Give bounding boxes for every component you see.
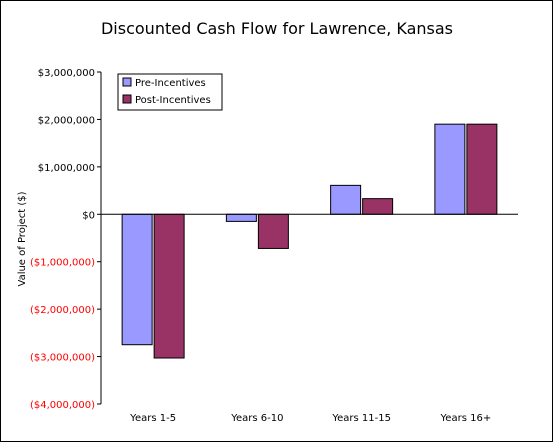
legend-box xyxy=(117,73,223,111)
bar-post-incentives xyxy=(466,123,498,215)
x-tick-label: Years 6-10 xyxy=(230,413,283,424)
y-tick-label: ($3,000,000) xyxy=(30,353,95,364)
chart-title: Discounted Cash Flow for Lawrence, Kansa… xyxy=(101,19,453,38)
x-tick-label: Years 16+ xyxy=(440,413,492,424)
legend-label: Post-Incentives xyxy=(135,95,211,106)
y-axis-label: Value of Project ($) xyxy=(17,191,28,286)
x-tick-label: Years 1-5 xyxy=(129,413,176,424)
x-tick-label: Years 11-15 xyxy=(331,413,391,424)
bar-post-incentives xyxy=(362,198,394,215)
bar-pre-incentives xyxy=(434,123,466,215)
y-tick-label: $0 xyxy=(82,210,95,221)
y-tick-label: $3,000,000 xyxy=(38,68,95,79)
legend-swatch xyxy=(122,77,132,87)
bar-pre-incentives xyxy=(121,213,153,346)
y-axis-ticks: $3,000,000 $2,000,000 $1,000,000 $0 ($1,000,… xyxy=(30,68,101,411)
bar-pre-incentives xyxy=(330,184,362,215)
legend-label: Pre-Incentives xyxy=(135,78,206,89)
y-tick-label: ($1,000,000) xyxy=(30,258,95,269)
bar-post-incentives xyxy=(257,213,289,249)
legend: Pre-Incentives Post-Incentives xyxy=(117,73,223,111)
bar-pre-incentives xyxy=(225,213,257,222)
legend-swatch xyxy=(122,94,132,104)
y-tick-label: ($2,000,000) xyxy=(30,305,95,316)
bar-post-incentives xyxy=(153,213,185,359)
y-tick-label: ($4,000,000) xyxy=(30,400,95,411)
y-tick-label: $2,000,000 xyxy=(38,115,95,126)
x-axis-ticks: Years 1-5 Years 6-10 Years 11-15 Years 16+ xyxy=(129,413,491,424)
y-tick-label: $1,000,000 xyxy=(38,163,95,174)
bars xyxy=(121,123,498,359)
